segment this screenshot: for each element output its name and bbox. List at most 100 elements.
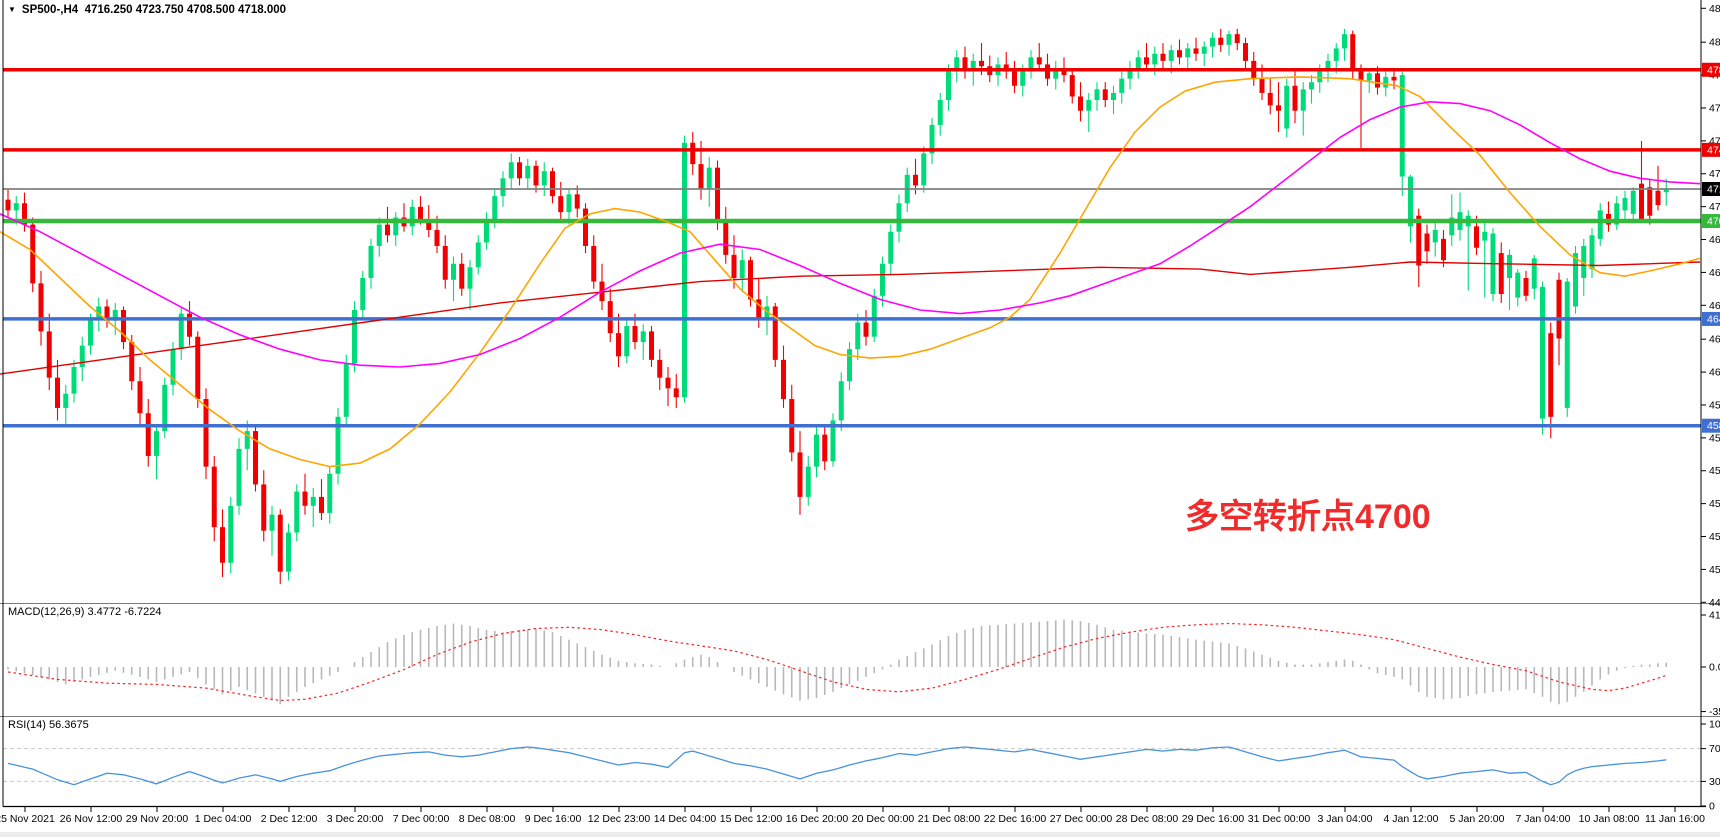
candle bbox=[1226, 34, 1232, 45]
candle bbox=[195, 336, 201, 400]
symbol-dropdown-icon[interactable]: ▼ bbox=[8, 5, 16, 14]
candle bbox=[442, 245, 448, 280]
price-badge bbox=[1702, 62, 1720, 77]
candle bbox=[1234, 34, 1240, 44]
candle bbox=[1515, 272, 1521, 298]
candle bbox=[137, 381, 143, 414]
horizontal-level-lines[interactable] bbox=[3, 68, 1701, 428]
candle bbox=[1416, 215, 1422, 266]
candle bbox=[170, 349, 176, 385]
candle bbox=[244, 431, 250, 449]
svg-text:4 Jan 12:00: 4 Jan 12:00 bbox=[1384, 813, 1439, 825]
candle bbox=[1523, 277, 1529, 296]
candle bbox=[1102, 89, 1108, 101]
candle bbox=[1408, 176, 1413, 227]
candle bbox=[104, 306, 110, 321]
candle bbox=[1300, 89, 1306, 111]
macd-name: MACD(12,26,9) bbox=[8, 606, 85, 618]
svg-text:7 Dec 00:00: 7 Dec 00:00 bbox=[393, 813, 450, 825]
candle bbox=[855, 322, 861, 350]
candle bbox=[1498, 253, 1504, 295]
candle bbox=[1119, 78, 1125, 93]
candle bbox=[1358, 69, 1364, 81]
candle bbox=[236, 448, 242, 506]
candle bbox=[1053, 67, 1059, 79]
candle bbox=[863, 322, 869, 337]
candle bbox=[79, 345, 85, 367]
candle bbox=[426, 219, 432, 230]
candle bbox=[1020, 69, 1026, 86]
candle bbox=[1482, 231, 1488, 241]
svg-text:4652.660: 4652.660 bbox=[1709, 300, 1720, 312]
candle bbox=[220, 527, 225, 563]
macd-indicator-label: MACD(12,26,9) 3.4772 -6.7224 bbox=[8, 606, 162, 618]
candle bbox=[1639, 183, 1644, 220]
candle bbox=[1432, 229, 1438, 243]
candle bbox=[319, 496, 324, 513]
candle bbox=[1003, 64, 1009, 72]
candle bbox=[739, 260, 745, 278]
candle bbox=[22, 203, 27, 225]
candle bbox=[368, 245, 374, 278]
candle bbox=[302, 491, 308, 506]
candle bbox=[715, 167, 720, 222]
candle bbox=[1449, 217, 1455, 236]
candle bbox=[888, 231, 894, 264]
candle bbox=[1622, 197, 1628, 211]
price-badges: 4785.000 4740.000 4718.000 4700.000 4645.000… bbox=[1702, 62, 1720, 433]
svg-text:4800.500: 4800.500 bbox=[1709, 37, 1720, 49]
time-axis[interactable]: 25 Nov 2021 26 Nov 12:00 29 Nov 20:00 1 Dec… bbox=[0, 806, 1705, 826]
candle bbox=[533, 165, 539, 186]
candle bbox=[5, 199, 11, 211]
candle bbox=[508, 162, 514, 179]
candle bbox=[409, 206, 415, 227]
candle bbox=[1441, 238, 1446, 261]
candle bbox=[253, 431, 258, 485]
svg-text:29 Dec 16:00: 29 Dec 16:00 bbox=[1182, 813, 1245, 825]
candle bbox=[748, 260, 753, 300]
svg-text:21 Dec 08:00: 21 Dec 08:00 bbox=[918, 813, 981, 825]
candle bbox=[1614, 203, 1620, 225]
candle bbox=[632, 326, 638, 343]
rsi-value: 56.3675 bbox=[48, 719, 89, 731]
candle bbox=[1069, 75, 1075, 97]
candle bbox=[46, 331, 52, 378]
candle bbox=[228, 505, 234, 563]
candle bbox=[1581, 245, 1587, 278]
svg-text:4726.580: 4726.580 bbox=[1709, 168, 1720, 180]
svg-text:4745.060: 4745.060 bbox=[1709, 135, 1720, 147]
candle bbox=[385, 224, 390, 236]
candle bbox=[962, 57, 968, 68]
candle bbox=[286, 532, 291, 572]
svg-text:4615.140: 4615.140 bbox=[1709, 367, 1720, 379]
candle bbox=[451, 263, 456, 280]
ohlc-values: 4716.250 4723.750 4708.500 4718.000 bbox=[84, 4, 287, 16]
candle bbox=[38, 283, 44, 332]
candle bbox=[1012, 71, 1017, 86]
candle bbox=[1111, 92, 1116, 101]
candle bbox=[1391, 76, 1397, 81]
candle bbox=[1144, 57, 1149, 65]
candle bbox=[541, 171, 547, 186]
candle bbox=[145, 413, 151, 456]
candle bbox=[1556, 279, 1562, 339]
candle bbox=[1201, 46, 1207, 54]
svg-text:4578.180: 4578.180 bbox=[1709, 432, 1720, 444]
candle bbox=[492, 196, 498, 220]
candle bbox=[764, 306, 770, 319]
svg-text:14 Dec 04:00: 14 Dec 04:00 bbox=[654, 813, 717, 825]
ma-orange-line bbox=[0, 76, 1701, 468]
candle bbox=[1028, 57, 1034, 70]
candle bbox=[434, 229, 440, 246]
candle bbox=[1597, 210, 1603, 239]
candle bbox=[294, 491, 300, 533]
macd-axis: 41.8694 0.00 -35.8856 bbox=[1701, 609, 1720, 718]
candle bbox=[1573, 253, 1578, 307]
svg-text:4819.540: 4819.540 bbox=[1709, 3, 1720, 15]
candle bbox=[187, 313, 192, 337]
rsi-line bbox=[7, 746, 1667, 786]
svg-text:4485.780: 4485.780 bbox=[1709, 597, 1720, 609]
